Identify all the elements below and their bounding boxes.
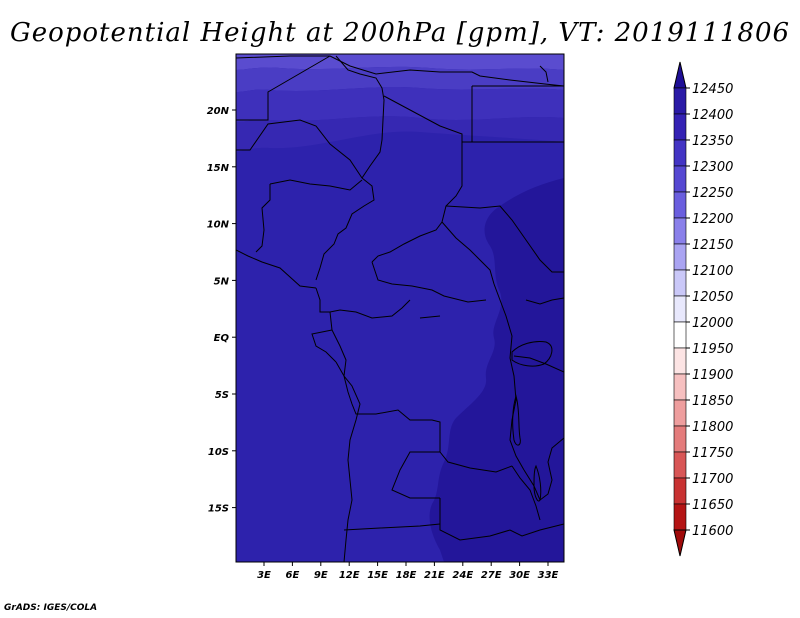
colorbar-label: 11850 bbox=[692, 394, 733, 409]
mali-niger-border bbox=[236, 119, 363, 179]
colorbar-top-arrow bbox=[673, 61, 687, 89]
colorbar-swatch bbox=[673, 295, 687, 323]
colorbar-label: 12400 bbox=[692, 108, 733, 123]
colorbar-label: 12250 bbox=[692, 186, 733, 201]
tanzania-north-border bbox=[513, 355, 564, 373]
sinai-coast bbox=[539, 65, 549, 83]
map-frame bbox=[235, 53, 565, 563]
colorbar: 12450 12400 12350 12300 12250 12200 12150 12100… bbox=[673, 61, 733, 557]
field-band-12400 bbox=[236, 116, 564, 152]
country-borders bbox=[236, 55, 564, 562]
colorbar-label: 12450 bbox=[692, 82, 733, 97]
lat-label: 20N bbox=[207, 106, 230, 117]
lon-label: 15E bbox=[367, 570, 388, 581]
car-south-border bbox=[371, 261, 487, 303]
colorbar-swatch bbox=[673, 425, 687, 453]
grads-credit: GrADS: IGES/COLA bbox=[4, 603, 98, 613]
colorbar-swatch bbox=[673, 113, 687, 141]
gabon-border bbox=[311, 329, 337, 363]
lon-label: 3E bbox=[257, 570, 271, 581]
longitude-axis: 3E 6E 9E 12E 15E 18E 21E 24E 27E 30E 33E bbox=[257, 562, 559, 581]
river-segment bbox=[419, 315, 441, 319]
south-sudan-border bbox=[441, 221, 495, 285]
lon-label: 33E bbox=[538, 570, 559, 581]
colorbar-label: 11650 bbox=[692, 498, 733, 513]
field-band-12300 bbox=[236, 54, 564, 70]
colorbar-label: 12350 bbox=[692, 134, 733, 149]
north-coast bbox=[236, 55, 564, 87]
lat-label: 15S bbox=[208, 504, 229, 515]
lon-label: 9E bbox=[314, 570, 328, 581]
lake-malawi bbox=[533, 464, 542, 502]
colorbar-label: 12000 bbox=[692, 316, 733, 331]
gulf-of-guinea-coast bbox=[236, 249, 317, 289]
colorbar-swatch bbox=[673, 269, 687, 297]
niger-nigeria-border bbox=[315, 177, 375, 281]
latitude-axis: 20N 15N 10N 5N EQ 5S 10S 15S bbox=[207, 106, 236, 515]
map-title: Geopotential Height at 200hPa [gpm], VT:… bbox=[9, 18, 791, 48]
libya-algeria-border bbox=[335, 55, 385, 179]
colorbar-label: 11600 bbox=[692, 524, 733, 539]
colorbar-swatch bbox=[673, 217, 687, 245]
cameroon-south-border bbox=[315, 287, 411, 319]
lat-label: 10S bbox=[208, 447, 229, 458]
angola-coast bbox=[335, 361, 361, 562]
lon-label: 24E bbox=[452, 570, 473, 581]
malawi-border bbox=[511, 465, 541, 521]
colorbar-label: 11750 bbox=[692, 446, 733, 461]
colorbar-swatch bbox=[673, 477, 687, 505]
drc-angola-border bbox=[329, 311, 513, 473]
colorbar-label: 11900 bbox=[692, 368, 733, 383]
colorbar-swatch bbox=[673, 503, 687, 531]
namibia-border bbox=[343, 523, 441, 531]
benin-border bbox=[255, 184, 271, 253]
colorbar-swatch bbox=[673, 243, 687, 271]
lon-label: 12E bbox=[339, 570, 360, 581]
lat-label: 15N bbox=[207, 163, 230, 174]
colorbar-label: 11950 bbox=[692, 342, 733, 357]
colorbar-label: 12050 bbox=[692, 290, 733, 305]
colorbar-swatch bbox=[673, 451, 687, 479]
lon-label: 18E bbox=[396, 570, 417, 581]
lat-label: 5N bbox=[214, 276, 230, 287]
zambia-south-border bbox=[439, 498, 564, 541]
colorbar-swatch bbox=[673, 87, 687, 115]
colorbar-swatch bbox=[673, 191, 687, 219]
lon-label: 6E bbox=[286, 570, 300, 581]
kenya-border bbox=[525, 297, 564, 305]
colorbar-label: 11800 bbox=[692, 420, 733, 435]
colorbar-swatch bbox=[673, 321, 687, 349]
algeria-mali-border bbox=[236, 55, 331, 121]
colorbar-swatch bbox=[673, 373, 687, 401]
colorbar-label: 12300 bbox=[692, 160, 733, 175]
lake-tanganyika bbox=[512, 394, 521, 446]
height-field bbox=[236, 54, 564, 562]
colorbar-swatch bbox=[673, 399, 687, 427]
lat-label: 10N bbox=[207, 220, 230, 231]
colorbar-swatch bbox=[673, 347, 687, 375]
colorbar-label: 12150 bbox=[692, 238, 733, 253]
colorbar-swatch bbox=[673, 165, 687, 193]
mozambique-border bbox=[523, 437, 564, 501]
colorbar-bottom-arrow bbox=[673, 529, 687, 557]
ethiopia-border bbox=[445, 205, 564, 273]
lat-label: 5S bbox=[215, 390, 229, 401]
colorbar-label: 12100 bbox=[692, 264, 733, 279]
lon-label: 30E bbox=[509, 570, 530, 581]
colorbar-label: 11700 bbox=[692, 472, 733, 487]
colorbar-label: 12200 bbox=[692, 212, 733, 227]
lake-victoria bbox=[511, 341, 553, 367]
colorbar-swatch bbox=[673, 139, 687, 167]
lat-label: EQ bbox=[214, 333, 230, 344]
zambia-west-border bbox=[391, 451, 440, 499]
east-drc-border bbox=[493, 283, 525, 471]
lon-label: 21E bbox=[424, 570, 445, 581]
nigeria-north-border bbox=[269, 179, 363, 191]
lon-label: 27E bbox=[481, 570, 502, 581]
